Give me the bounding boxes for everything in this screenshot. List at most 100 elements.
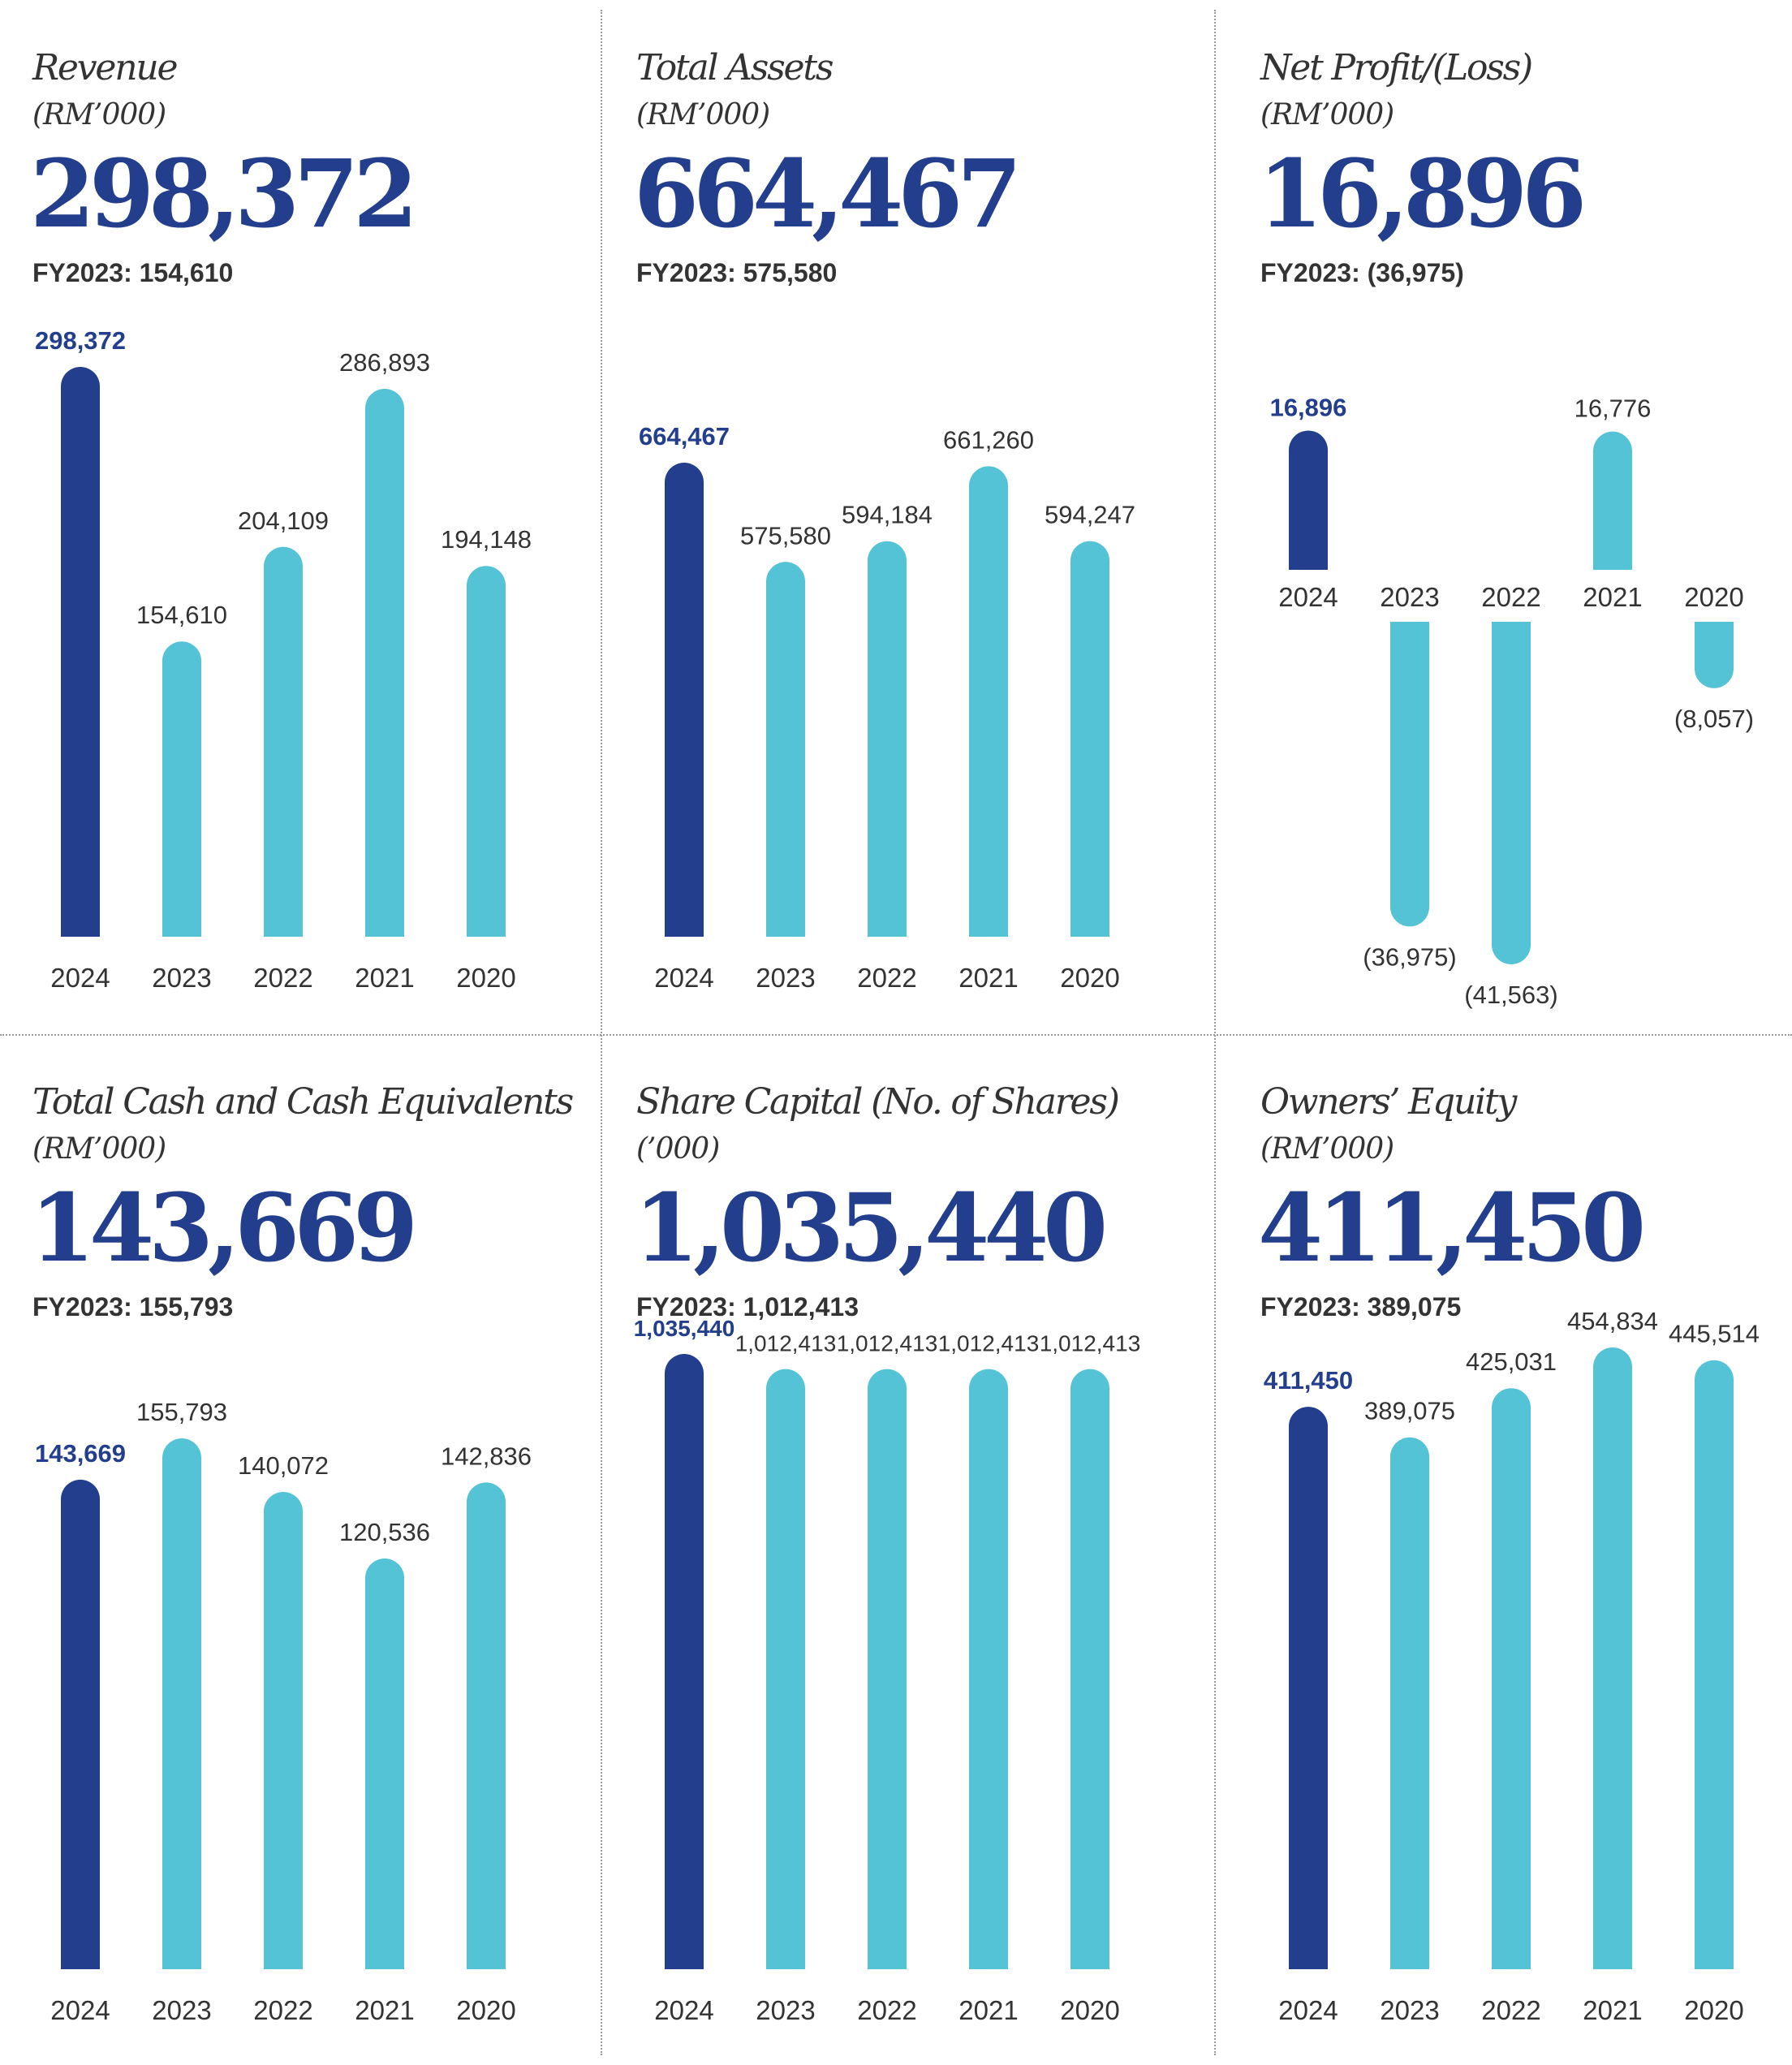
bar-2020 <box>467 566 506 937</box>
previous-year-value: FY2023: 154,610 <box>32 258 234 287</box>
year-label: 2023 <box>756 963 815 993</box>
bar-2023 <box>1390 1437 1429 1969</box>
revenue-panel: Revenue (RM’000) 298,372 FY2023: 154,610… <box>30 47 568 1024</box>
panel-unit: (RM’000) <box>32 98 166 131</box>
year-label: 2024 <box>50 963 110 993</box>
column-divider <box>601 10 602 2055</box>
owners-equity-bar-chart: 411,450 2024 389,075 2023 425,031 2022 454,834… <box>1264 1307 1760 2025</box>
year-label: 2022 <box>1481 582 1540 612</box>
previous-year-value: FY2023: 575,580 <box>636 258 838 287</box>
bar-2024 <box>1289 430 1328 570</box>
headline-value: 1,035,440 <box>634 1174 1108 1283</box>
bar-2021 <box>1593 1347 1632 1969</box>
panel-title: Revenue <box>32 47 179 88</box>
year-label: 2020 <box>1060 1995 1119 2025</box>
bar-2020 <box>467 1482 506 1969</box>
year-label: 2022 <box>857 1995 916 2025</box>
bar-2023 <box>1390 622 1429 927</box>
bar-2023 <box>162 641 201 937</box>
bar-2024 <box>61 1479 100 1969</box>
data-label: 454,834 <box>1567 1307 1658 1335</box>
previous-year-value: FY2023: (36,975) <box>1260 258 1464 287</box>
year-label: 2021 <box>958 1995 1018 2025</box>
row-divider <box>0 1034 1792 1036</box>
bar-2023 <box>766 562 805 937</box>
data-label: 298,372 <box>35 326 126 355</box>
bar-2021 <box>1593 431 1632 570</box>
data-label: 1,012,413 <box>938 1331 1040 1356</box>
data-label: 575,580 <box>740 521 831 550</box>
year-label: 2020 <box>1060 963 1119 993</box>
headline-value: 411,450 <box>1258 1174 1646 1283</box>
total-assets-panel: Total Assets (RM’000) 664,467 FY2023: 57… <box>634 50 1172 1024</box>
year-label: 2022 <box>1481 1995 1540 2025</box>
year-label: 2024 <box>654 963 713 993</box>
net-profit-bar-chart: 16,896 2024 (36,975) 2023 (41,563) 2022 16,776… <box>1270 393 1755 1009</box>
panel-unit: (RM’000) <box>1260 98 1394 131</box>
data-label: 1,012,413 <box>735 1331 837 1356</box>
data-label: 594,247 <box>1045 501 1135 529</box>
cash-equivalents-panel: Total Cash and Cash Equivalents (RM’000)… <box>30 1084 574 2059</box>
headline-value: 664,467 <box>634 140 1022 249</box>
data-label: 16,776 <box>1574 394 1652 423</box>
panel-unit: (RM’000) <box>1260 1132 1394 1166</box>
data-label: 142,836 <box>441 1442 532 1470</box>
bar-2020 <box>1070 541 1109 937</box>
data-label: 16,896 <box>1270 393 1347 421</box>
year-label: 2021 <box>958 963 1018 993</box>
panel-unit: (RM’000) <box>636 98 770 131</box>
share-capital-panel: Share Capital (No. of Shares) (’000) 1,0… <box>634 1081 1172 2059</box>
bar-2020 <box>1070 1369 1109 1969</box>
panel-title: Owners’ Equity <box>1260 1081 1517 1123</box>
data-label: (41,563) <box>1464 981 1557 1009</box>
data-label: 154,610 <box>136 601 227 629</box>
bar-2022 <box>1492 622 1531 964</box>
data-label: 664,467 <box>639 422 730 451</box>
year-label: 2020 <box>456 963 515 993</box>
year-label: 2022 <box>857 963 916 993</box>
panel-title: Total Cash and Cash Equivalents <box>32 1081 574 1123</box>
panel-title: Share Capital (No. of Shares) <box>636 1081 1120 1123</box>
previous-year-value: FY2023: 155,793 <box>32 1292 234 1321</box>
data-label: 286,893 <box>339 348 430 377</box>
bar-2024 <box>665 463 704 937</box>
column-divider <box>1214 10 1216 2055</box>
data-label: 1,012,413 <box>1040 1331 1141 1356</box>
panel-unit: (’000) <box>636 1132 720 1166</box>
data-label: 445,514 <box>1669 1320 1760 1348</box>
year-label: 2021 <box>355 963 414 993</box>
panel-title: Net Profit/(Loss) <box>1260 47 1533 88</box>
data-label: (8,057) <box>1674 705 1754 733</box>
data-label: 1,012,413 <box>837 1331 938 1356</box>
owners-equity-panel: Owners’ Equity (RM’000) 411,450 FY2023: … <box>1258 1081 1792 2059</box>
bar-2020 <box>1695 622 1734 688</box>
data-label: 155,793 <box>136 1398 227 1426</box>
previous-year-value: FY2023: 389,075 <box>1260 1292 1462 1321</box>
data-label: 140,072 <box>238 1451 329 1480</box>
year-label: 2021 <box>1583 582 1642 612</box>
total-assets-bar-chart: 664,467 2024 575,580 2023 594,184 2022 661,260… <box>639 422 1135 993</box>
year-label: 2023 <box>1380 1995 1439 2025</box>
year-label: 2024 <box>654 1995 713 2025</box>
year-label: 2020 <box>456 1995 515 2025</box>
bar-2021 <box>969 466 1008 937</box>
data-label: 661,260 <box>943 425 1034 454</box>
data-label: 1,035,440 <box>634 1316 735 1341</box>
bar-2024 <box>61 367 100 937</box>
bar-2020 <box>1695 1360 1734 1969</box>
bar-2023 <box>162 1438 201 1969</box>
bar-2024 <box>665 1354 704 1969</box>
year-label: 2020 <box>1684 1995 1743 2025</box>
headline-value: 16,896 <box>1258 140 1587 249</box>
year-label: 2022 <box>253 1995 312 2025</box>
data-label: 143,669 <box>35 1439 126 1468</box>
data-label: 120,536 <box>339 1518 430 1546</box>
year-label: 2021 <box>355 1995 414 2025</box>
data-label: (36,975) <box>1363 942 1456 971</box>
data-label: 425,031 <box>1466 1347 1557 1376</box>
data-label: 594,184 <box>842 501 933 529</box>
net-profit-panel: Net Profit/(Loss) (RM’000) 16,896 FY2023… <box>1258 47 1792 1024</box>
headline-value: 298,372 <box>30 140 418 249</box>
data-label: 389,075 <box>1364 1397 1455 1425</box>
data-label: 194,148 <box>441 525 532 554</box>
